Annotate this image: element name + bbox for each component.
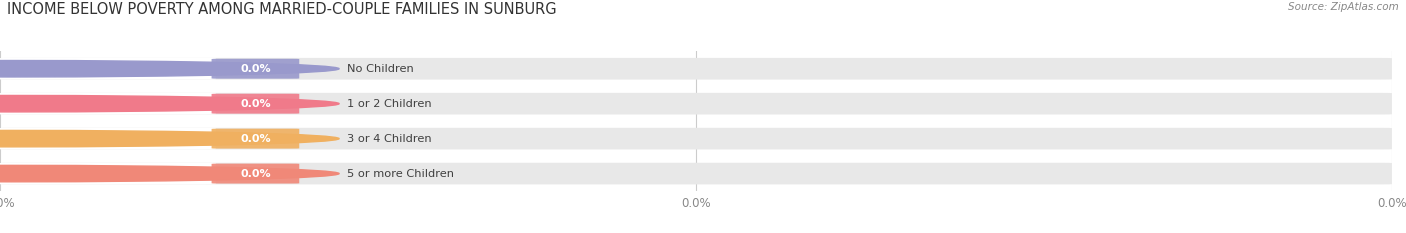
Text: INCOME BELOW POVERTY AMONG MARRIED-COUPLE FAMILIES IN SUNBURG: INCOME BELOW POVERTY AMONG MARRIED-COUPL… (7, 2, 557, 17)
FancyBboxPatch shape (0, 93, 1392, 115)
Circle shape (0, 96, 339, 112)
Circle shape (0, 165, 339, 182)
FancyBboxPatch shape (211, 59, 299, 79)
FancyBboxPatch shape (0, 163, 1392, 185)
Text: 3 or 4 Children: 3 or 4 Children (347, 134, 432, 144)
Text: 5 or more Children: 5 or more Children (347, 169, 454, 178)
Text: Source: ZipAtlas.com: Source: ZipAtlas.com (1288, 2, 1399, 12)
Text: 0.0%: 0.0% (240, 134, 271, 144)
FancyBboxPatch shape (211, 164, 299, 184)
FancyBboxPatch shape (0, 93, 215, 115)
Text: 0.0%: 0.0% (240, 169, 271, 178)
FancyBboxPatch shape (211, 94, 299, 114)
FancyBboxPatch shape (0, 58, 1392, 80)
Text: 1 or 2 Children: 1 or 2 Children (347, 99, 432, 109)
FancyBboxPatch shape (0, 58, 215, 80)
FancyBboxPatch shape (0, 128, 1392, 150)
Text: 0.0%: 0.0% (240, 64, 271, 74)
FancyBboxPatch shape (211, 129, 299, 149)
FancyBboxPatch shape (0, 128, 215, 150)
Text: No Children: No Children (347, 64, 415, 74)
Circle shape (0, 130, 339, 147)
FancyBboxPatch shape (0, 163, 215, 185)
Circle shape (0, 61, 339, 77)
Text: 0.0%: 0.0% (240, 99, 271, 109)
